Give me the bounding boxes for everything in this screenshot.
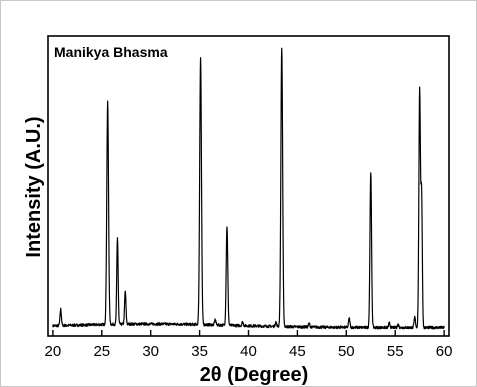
x-axis-ticks [52, 330, 445, 336]
x-tick-label-60: 60 [436, 343, 453, 360]
x-tick-label-45: 45 [289, 343, 306, 360]
x-tick-label-55: 55 [387, 343, 404, 360]
x-tick-label-35: 35 [191, 343, 208, 360]
y-axis-title: Intensity (A.U.) [23, 116, 45, 257]
x-tick-label-25: 25 [93, 343, 110, 360]
xrd-pattern-line [52, 47, 445, 330]
x-axis-tick-labels: 20 25 30 35 40 45 50 55 60 [45, 343, 453, 360]
x-tick-label-30: 30 [142, 343, 159, 360]
chart-title: Manikya Bhasma [54, 44, 168, 60]
x-axis-title: 2θ (Degree) [200, 364, 309, 386]
x-tick-label-40: 40 [240, 343, 257, 360]
x-tick-label-50: 50 [338, 343, 355, 360]
x-tick-label-20: 20 [45, 343, 62, 360]
